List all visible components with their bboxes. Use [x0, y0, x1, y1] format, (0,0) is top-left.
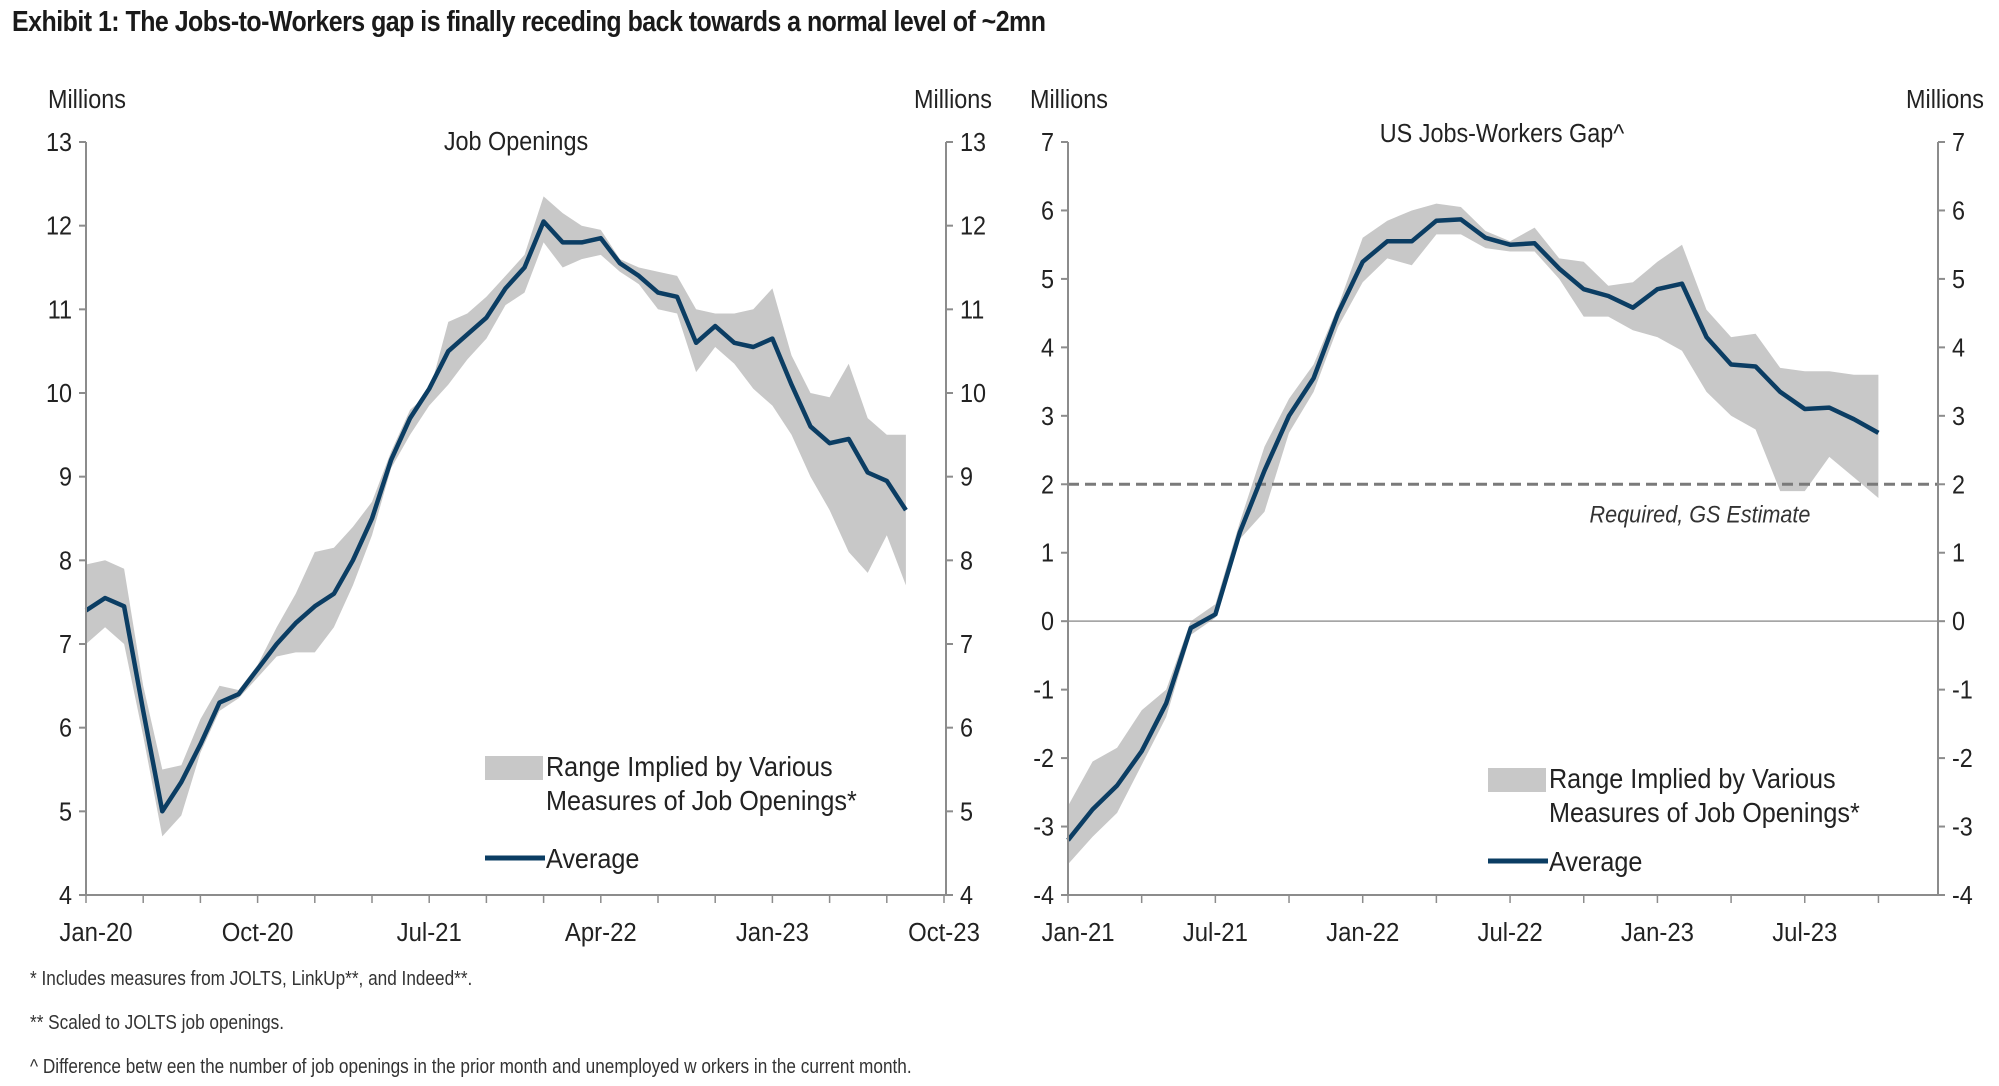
y-tick-label-right: 7: [960, 631, 973, 659]
footnote-3: ^ Difference betw een the number of job …: [30, 1056, 912, 1078]
y-tick-label-left: 12: [46, 213, 72, 241]
x-tick-label: Jan-20: [59, 918, 132, 947]
y-tick-label-right: 10: [960, 380, 986, 408]
x-tick-label: Jan-23: [1621, 918, 1694, 947]
exhibit-title: Exhibit 1: The Jobs-to-Workers gap is fi…: [12, 6, 1046, 38]
legend-band-label: Measures of Job Openings*: [1549, 797, 1860, 829]
chart-title: US Jobs-Workers Gap^: [1380, 120, 1625, 148]
y-tick-label-left: 1: [1041, 540, 1054, 568]
x-tick-label: Oct-23: [908, 918, 980, 947]
y-axis-unit-right: Millions: [914, 86, 992, 114]
y-tick-label-left: 4: [59, 882, 72, 910]
y-tick-label-right: -3: [1952, 813, 1973, 841]
footnote-1: * Includes measures from JOLTS, LinkUp**…: [30, 968, 473, 990]
range-band: [86, 196, 906, 837]
y-tick-label-right: 9: [960, 464, 973, 492]
x-tick-label: Apr-22: [565, 918, 637, 947]
y-tick-label-left: 11: [48, 296, 72, 324]
y-tick-label-left: -1: [1033, 677, 1054, 705]
legend-band-label: Range Implied by Various: [1549, 763, 1836, 795]
y-tick-label-right: 7: [1952, 129, 1965, 157]
y-tick-label-right: 11: [960, 296, 984, 324]
y-tick-label-right: 3: [1952, 403, 1965, 431]
y-tick-label-right: 6: [960, 715, 973, 743]
x-tick-label: Jul-21: [397, 918, 462, 947]
x-tick-label: Jan-21: [1041, 918, 1114, 947]
legend-band-swatch: [1488, 768, 1546, 792]
y-tick-label-right: -4: [1952, 882, 1973, 910]
y-axis-unit-right: Millions: [1906, 86, 1984, 114]
y-tick-label-left: 10: [46, 380, 72, 408]
y-tick-label-right: 6: [1952, 197, 1965, 225]
y-tick-label-left: 13: [46, 129, 72, 157]
y-tick-label-left: 9: [59, 464, 72, 492]
x-tick-label: Jul-23: [1772, 918, 1837, 947]
y-tick-label-left: 6: [1041, 197, 1054, 225]
job-openings-chart: [79, 141, 953, 903]
y-tick-label-right: 2: [1952, 471, 1965, 499]
y-tick-label-right: 13: [960, 129, 986, 157]
average-line: [84, 219, 908, 814]
legend-band-swatch: [485, 756, 543, 780]
chart-title: Job Openings: [444, 128, 588, 156]
y-tick-label-left: -3: [1033, 813, 1054, 841]
y-tick-label-left: 7: [1041, 129, 1054, 157]
y-tick-label-right: 4: [1952, 334, 1965, 362]
y-tick-label-left: 8: [59, 547, 72, 575]
x-tick-label: Jan-23: [736, 918, 809, 947]
legend: [1488, 768, 1548, 864]
jobs-workers-gap-chart: [1061, 141, 1945, 903]
y-tick-label-left: 5: [59, 798, 72, 826]
legend-average-label: Average: [1549, 846, 1642, 878]
legend-band-label: Measures of Job Openings*: [546, 785, 857, 817]
y-tick-label-right: 8: [960, 547, 973, 575]
y-tick-label-left: 2: [1041, 471, 1054, 499]
y-tick-label-left: 3: [1041, 403, 1054, 431]
x-tick-label: Jul-22: [1477, 918, 1542, 947]
y-tick-label-right: 0: [1952, 608, 1965, 636]
y-tick-label-right: 12: [960, 213, 986, 241]
y-tick-label-left: 5: [1041, 266, 1054, 294]
y-tick-label-left: -2: [1033, 745, 1054, 773]
y-tick-label-left: 4: [1041, 334, 1054, 362]
x-tick-label: Oct-20: [222, 918, 294, 947]
y-tick-label-right: 5: [1952, 266, 1965, 294]
y-axis-unit-left: Millions: [48, 86, 126, 114]
legend-band-label: Range Implied by Various: [546, 751, 833, 783]
y-tick-label-left: -4: [1033, 882, 1054, 910]
y-tick-label-left: 6: [59, 715, 72, 743]
average-line: [1066, 217, 1880, 842]
y-tick-label-right: 5: [960, 798, 973, 826]
y-tick-label-left: 7: [59, 631, 72, 659]
y-tick-label-left: 0: [1041, 608, 1054, 636]
y-tick-label-right: -1: [1952, 677, 1973, 705]
y-axis-unit-left: Millions: [1030, 86, 1108, 114]
y-tick-label-right: -2: [1952, 745, 1973, 773]
legend-average-label: Average: [546, 843, 639, 875]
y-tick-label-right: 1: [1952, 540, 1965, 568]
x-tick-label: Jul-21: [1183, 918, 1248, 947]
reference-line-label: Required, GS Estimate: [1590, 500, 1811, 527]
footnote-2: ** Scaled to JOLTS job openings.: [30, 1012, 285, 1034]
x-tick-label: Jan-22: [1326, 918, 1399, 947]
legend: [485, 756, 545, 861]
y-tick-label-right: 4: [960, 882, 973, 910]
